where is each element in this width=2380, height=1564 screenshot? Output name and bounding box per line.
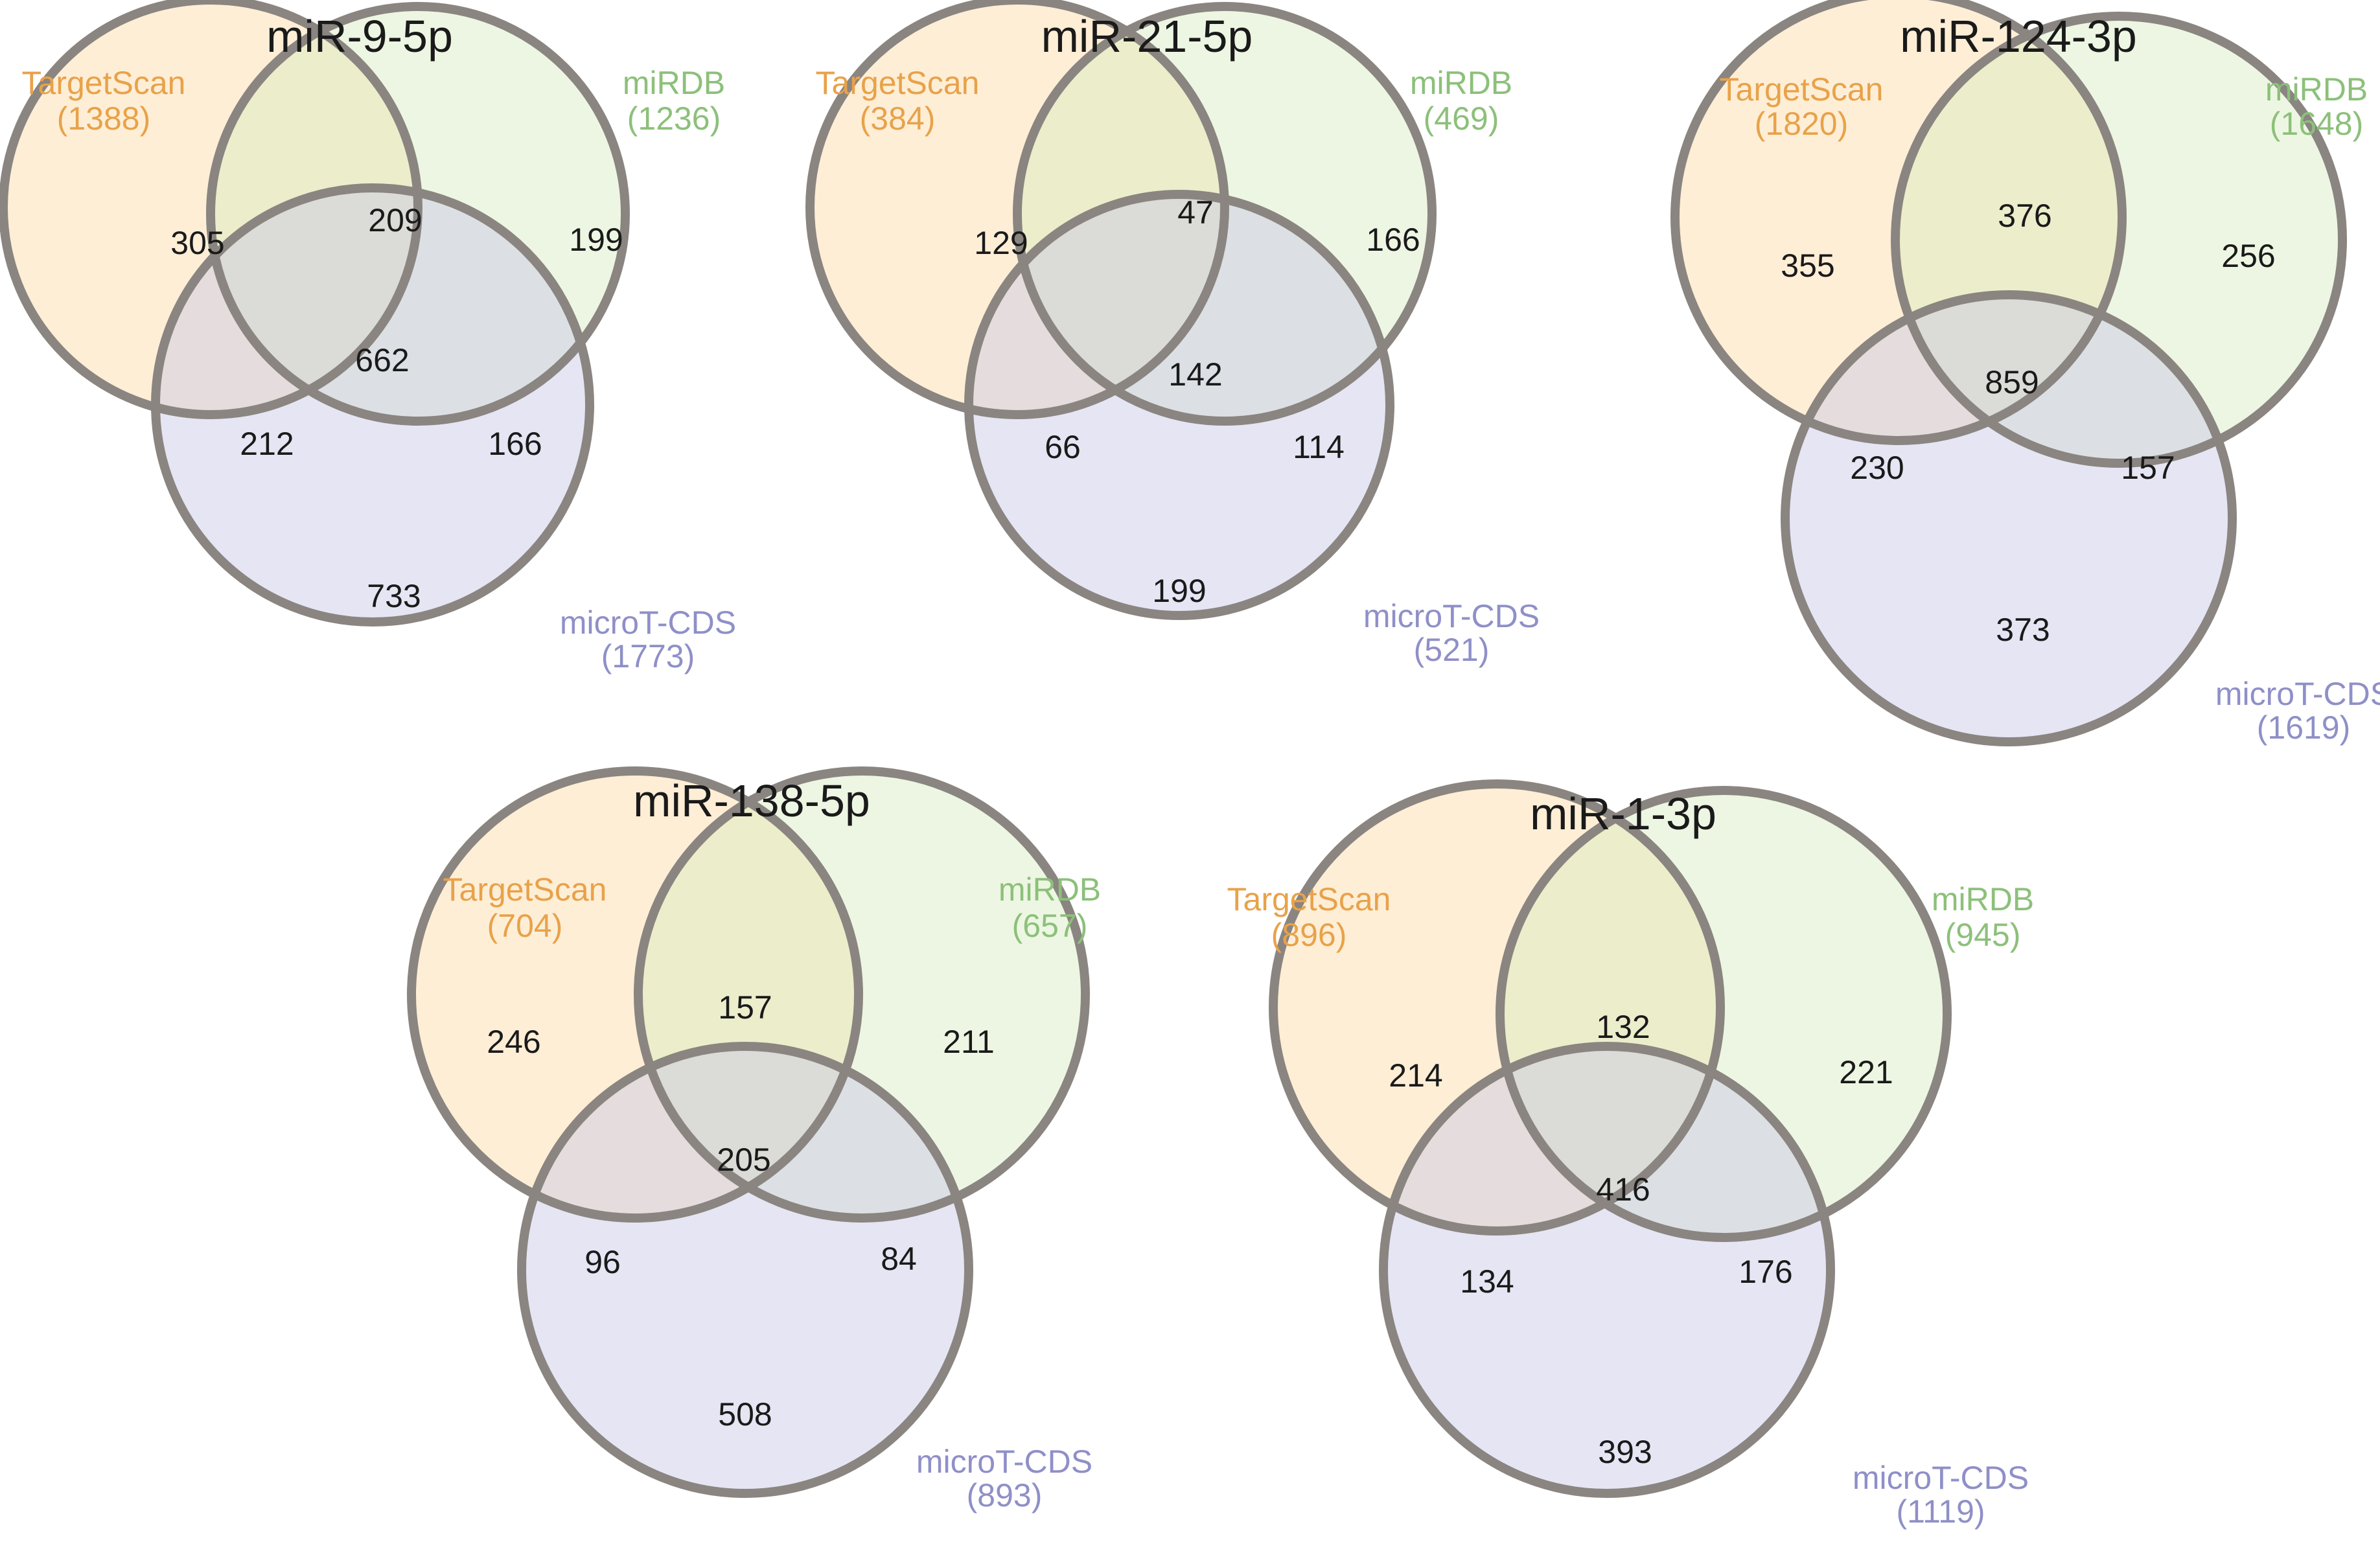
region-count-microt-only: 508 <box>718 1396 772 1432</box>
region-count-mirdb-microt: 176 <box>1739 1254 1792 1290</box>
microt-cds-circle <box>517 1042 973 1498</box>
diagram-title: miR-9-5p <box>266 11 453 62</box>
venn-diagram: miR-21-5p TargetScan(384) miRDB(469) microT… <box>805 0 1540 668</box>
mirdb-label: miRDB <box>999 871 1101 908</box>
targetscan-label: TargetScan <box>1720 71 1884 108</box>
microt-cds-circle-fill <box>522 1046 969 1493</box>
region-count-all: 662 <box>355 342 409 378</box>
region-count-mirdb-only: 221 <box>1839 1054 1893 1090</box>
microt-cds-circle-fill <box>969 194 1390 615</box>
targetscan-circle <box>0 0 422 419</box>
targetscan-label: TargetScan <box>816 65 980 101</box>
mirdb-count: (1236) <box>627 100 721 137</box>
region-count-mirdb-only: 166 <box>1366 222 1420 258</box>
microt-cds-circle <box>1379 1042 1835 1498</box>
mirdb-count: (469) <box>1424 100 1499 137</box>
microt-cds-label: microT-CDS <box>916 1443 1092 1480</box>
microt-cds-circle-fill <box>1383 1046 1831 1493</box>
targetscan-circle <box>1269 779 1725 1236</box>
mirdb-label: miRDB <box>623 65 725 101</box>
region-count-ts-microt: 230 <box>1850 450 1904 486</box>
region-count-mirdb-microt: 114 <box>1293 429 1345 465</box>
region-count-ts-only: 305 <box>170 225 224 261</box>
region-count-mirdb-microt: 166 <box>488 426 542 462</box>
venn-diagram: miR-9-5p TargetScan(1388) miRDB(1236) micro… <box>0 0 736 674</box>
microt-cds-count: (1773) <box>601 638 695 674</box>
venn-diagram: miR-138-5p TargetScan(704) miRDB(657) micro… <box>407 766 1101 1513</box>
targetscan-circle <box>805 0 1229 419</box>
microt-cds-label: microT-CDS <box>1853 1460 2029 1496</box>
region-count-microt-only: 733 <box>367 578 421 614</box>
targetscan-count: (1388) <box>57 100 151 137</box>
microt-cds-count: (521) <box>1414 632 1490 668</box>
region-count-all: 859 <box>1985 364 2039 400</box>
microt-cds-label: microT-CDS <box>560 604 736 641</box>
mirdb-label: miRDB <box>1410 65 1512 101</box>
microt-cds-count: (893) <box>967 1477 1043 1513</box>
targetscan-count: (704) <box>487 908 563 944</box>
mirdb-label: miRDB <box>1932 881 2034 917</box>
venn-diagram: miR-124-3p TargetScan(1820) miRDB(1648) mic… <box>1670 0 2380 746</box>
region-count-ts-mirdb: 157 <box>718 989 772 1026</box>
mirdb-count: (657) <box>1012 908 1088 944</box>
targetscan-circle <box>1670 0 2127 445</box>
region-count-ts-mirdb: 209 <box>368 202 422 238</box>
targetscan-count: (896) <box>1271 917 1347 953</box>
region-count-ts-only: 129 <box>974 225 1028 261</box>
region-count-ts-microt: 134 <box>1460 1263 1514 1300</box>
region-count-ts-mirdb: 47 <box>1177 194 1214 231</box>
region-count-all: 416 <box>1596 1171 1650 1208</box>
region-count-ts-only: 214 <box>1389 1057 1442 1094</box>
mirdb-circle <box>1496 786 1952 1242</box>
targetscan-label: TargetScan <box>1227 881 1391 917</box>
microt-cds-circle <box>964 190 1394 620</box>
mirdb-circle <box>634 766 1090 1223</box>
targetscan-circle <box>407 766 863 1223</box>
microt-cds-circle-fill <box>156 188 590 622</box>
region-count-all: 142 <box>1168 356 1222 393</box>
targetscan-count: (1820) <box>1755 106 1849 142</box>
region-count-ts-only: 246 <box>487 1024 540 1060</box>
mirdb-circle <box>1891 12 2347 468</box>
diagram-title: miR-21-5p <box>1041 11 1253 62</box>
region-count-mirdb-microt: 84 <box>881 1241 917 1277</box>
mirdb-circle <box>206 2 630 426</box>
region-count-ts-only: 355 <box>1781 247 1834 284</box>
targetscan-count: (384) <box>860 100 936 137</box>
targetscan-label: TargetScan <box>22 65 186 101</box>
diagram-title: miR-1-3p <box>1530 788 1716 839</box>
mirdb-circle <box>1013 2 1437 426</box>
targetscan-label: TargetScan <box>443 871 607 908</box>
microt-cds-count: (1119) <box>1896 1493 1985 1530</box>
region-count-mirdb-microt: 157 <box>2121 450 2175 486</box>
mirdb-label: miRDB <box>2265 71 2368 108</box>
microt-cds-count: (1619) <box>2257 709 2351 746</box>
region-count-ts-microt: 96 <box>584 1244 621 1280</box>
region-count-ts-mirdb: 376 <box>1998 198 2051 234</box>
region-count-mirdb-only: 256 <box>2221 238 2275 274</box>
region-count-ts-mirdb: 132 <box>1596 1009 1650 1045</box>
microt-cds-label: microT-CDS <box>1363 598 1540 634</box>
region-count-microt-only: 373 <box>1996 612 2050 648</box>
region-count-mirdb-only: 199 <box>569 222 623 258</box>
region-count-all: 205 <box>717 1142 770 1178</box>
region-count-ts-microt: 66 <box>1045 429 1081 465</box>
microt-cds-circle <box>151 183 594 627</box>
diagram-title: miR-138-5p <box>633 776 870 826</box>
microt-cds-circle <box>1781 290 2237 746</box>
region-count-mirdb-only: 211 <box>943 1024 995 1060</box>
region-count-microt-only: 199 <box>1152 573 1206 609</box>
region-count-microt-only: 393 <box>1598 1434 1652 1470</box>
venn-diagram: miR-1-3p TargetScan(896) miRDB(945) microT-… <box>1227 779 2034 1530</box>
region-count-ts-microt: 212 <box>240 426 294 462</box>
mirdb-count: (1648) <box>2270 106 2364 142</box>
mirdb-count: (945) <box>1945 917 2021 953</box>
microt-cds-circle-fill <box>1785 295 2232 742</box>
microt-cds-label: microT-CDS <box>2215 676 2380 712</box>
diagram-title: miR-124-3p <box>1900 11 2137 62</box>
